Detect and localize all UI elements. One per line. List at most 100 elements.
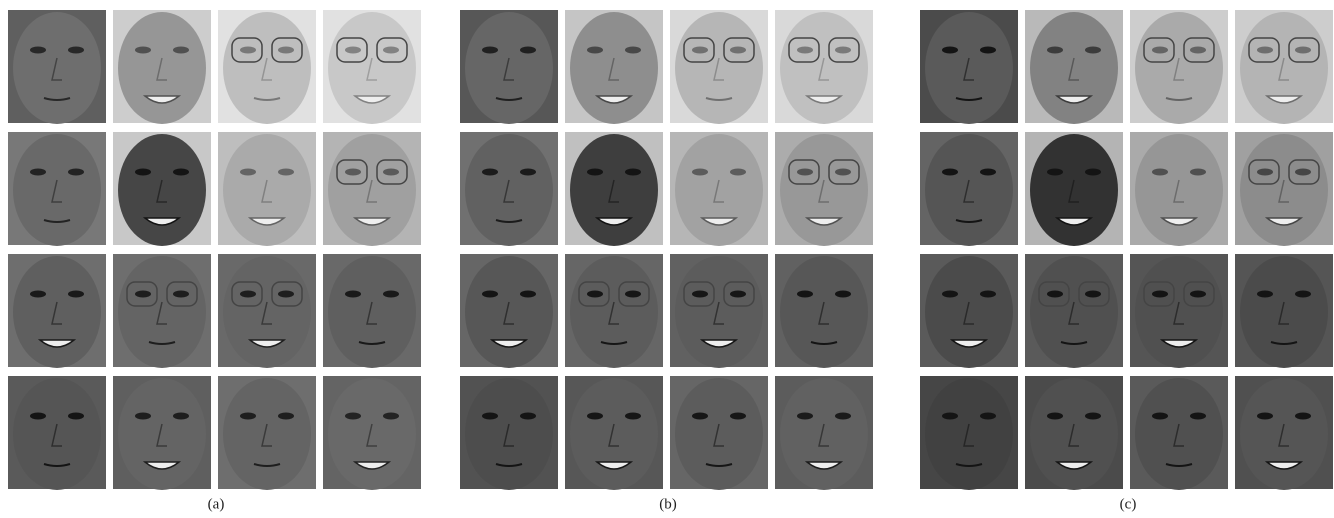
eye <box>980 290 996 298</box>
eye <box>835 168 851 176</box>
mouth <box>358 341 386 345</box>
eye <box>173 290 189 298</box>
eye <box>345 168 361 176</box>
mouth <box>148 341 176 345</box>
face-image <box>1025 132 1123 246</box>
glasses <box>828 37 860 63</box>
eye <box>68 168 84 176</box>
mouth <box>495 219 523 223</box>
mouth <box>600 341 628 345</box>
nose <box>713 57 724 81</box>
face-image <box>775 132 873 246</box>
face <box>925 134 1013 246</box>
glasses <box>231 281 263 307</box>
eye <box>383 46 399 54</box>
nose <box>608 423 619 447</box>
eye <box>278 290 294 298</box>
face <box>1240 134 1328 246</box>
face-image <box>1235 10 1333 124</box>
face <box>1030 256 1118 368</box>
nose <box>366 423 377 447</box>
face <box>675 378 763 490</box>
eye <box>942 46 958 54</box>
eye <box>797 290 813 298</box>
eye <box>730 168 746 176</box>
panel-label: (c) <box>1120 496 1137 512</box>
eye <box>1152 168 1168 176</box>
eye <box>345 290 361 298</box>
eye <box>135 412 151 420</box>
mouth <box>253 463 281 467</box>
glasses <box>1288 37 1320 63</box>
eye <box>1152 290 1168 298</box>
mouth <box>594 461 634 470</box>
nose <box>713 301 724 325</box>
mouth <box>1159 217 1199 226</box>
face-image <box>1235 376 1333 490</box>
glasses <box>828 159 860 185</box>
eye <box>278 412 294 420</box>
mouth <box>37 339 77 348</box>
nose <box>818 301 829 325</box>
face-image <box>670 254 768 368</box>
face-image <box>565 254 663 368</box>
eye <box>1047 168 1063 176</box>
eye <box>1085 168 1101 176</box>
eye <box>520 412 536 420</box>
face-image <box>1025 254 1123 368</box>
eye <box>797 412 813 420</box>
face-image <box>113 10 211 124</box>
glasses <box>336 159 368 185</box>
face-image <box>565 376 663 490</box>
nose <box>1068 57 1079 81</box>
face-image <box>218 10 316 124</box>
face <box>1030 134 1118 246</box>
face <box>465 378 553 490</box>
mouth <box>495 97 523 101</box>
eye <box>240 46 256 54</box>
eye <box>1257 290 1273 298</box>
eye <box>692 290 708 298</box>
glasses <box>723 37 755 63</box>
nose <box>156 301 167 325</box>
face <box>328 134 416 246</box>
face <box>780 134 868 246</box>
mouth <box>43 97 71 101</box>
mouth <box>1054 461 1094 470</box>
mouth <box>352 217 392 226</box>
eye <box>520 46 536 54</box>
nose <box>1173 423 1184 447</box>
eye <box>1085 412 1101 420</box>
face <box>223 134 311 246</box>
nose <box>963 301 974 325</box>
eye <box>278 46 294 54</box>
face-image <box>460 10 558 124</box>
face-image <box>8 10 106 124</box>
nose <box>156 423 167 447</box>
eye <box>68 46 84 54</box>
eye <box>1085 290 1101 298</box>
eye <box>625 168 641 176</box>
face-image <box>323 132 421 246</box>
face-image <box>775 10 873 124</box>
glasses <box>1248 37 1280 63</box>
eye <box>135 46 151 54</box>
glasses <box>1288 159 1320 185</box>
eye <box>980 412 996 420</box>
face <box>1240 12 1328 124</box>
face <box>13 134 101 246</box>
eye <box>835 290 851 298</box>
mouth <box>253 97 281 101</box>
mouth <box>489 339 529 348</box>
glasses <box>271 281 303 307</box>
eye <box>942 290 958 298</box>
eye <box>1152 46 1168 54</box>
panel: (c) <box>920 10 1333 512</box>
mouth <box>247 339 287 348</box>
eye <box>173 168 189 176</box>
eye <box>730 412 746 420</box>
mouth <box>804 217 844 226</box>
panel: (a) <box>8 10 421 512</box>
nose <box>261 423 272 447</box>
mouth <box>1270 341 1298 345</box>
